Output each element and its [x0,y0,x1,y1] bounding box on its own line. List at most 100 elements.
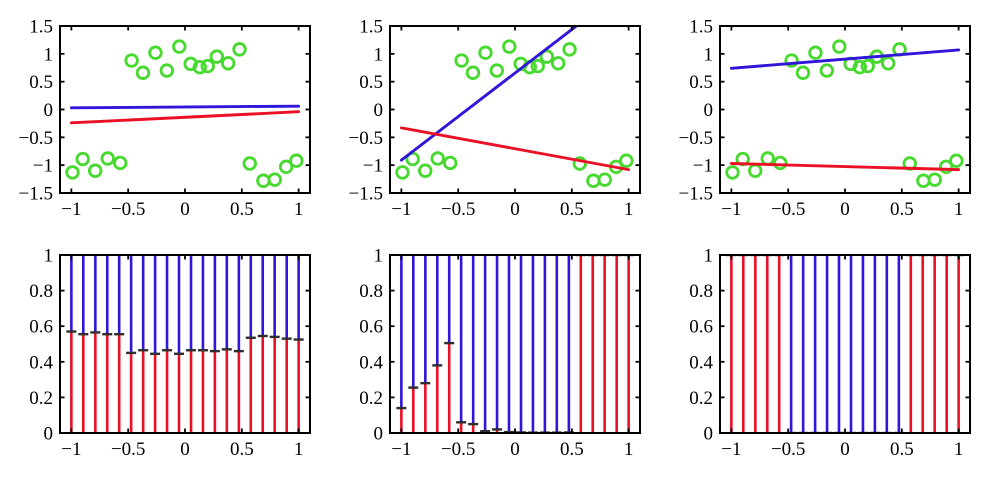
data-point-circle [725,165,740,180]
data-point-circle [938,159,954,175]
gating-panel-iteration-2: −1 −0.5 0 0.5 1 0 0.2 0.4 0.6 0.8 1 [359,246,641,461]
data-point-circle [597,172,612,187]
data-point-circle [220,56,236,71]
data-point-circle [395,165,410,180]
experts-panel-2-content [395,26,634,188]
x-tick-label: −1 [721,199,741,220]
x-tick-label: −1 [721,439,741,460]
tick-labels: −1 −0.5 0 0.5 1 0 0.2 0.4 0.6 0.8 1 [689,246,963,461]
x-tick-label: 0.5 [560,439,584,460]
y-tick-label: 0 [44,424,54,445]
data-point-circle [880,56,896,71]
experts-panel-1-content [65,39,304,188]
y-tick-label: 0.6 [29,317,53,338]
red-expert-line [729,162,961,172]
data-point-circle [619,153,634,168]
y-tick-label: 0.6 [689,317,713,338]
y-tick-label: 0.2 [29,388,53,409]
gating-panel-iteration-1: −1 −0.5 0 0.5 1 0 0.2 0.4 0.6 0.8 1 [29,246,311,460]
x-tick-label: 1 [294,439,304,460]
scatter-panel-iteration-3: −1 −0.5 0 0.5 1 −1.5 −1 −0.5 0 0.5 1 1.5 [679,17,971,220]
blue-expert-line [69,104,301,110]
y-tick-label: −1 [693,156,713,177]
axis-box [719,254,971,434]
data-point-circle [148,45,163,60]
y-tick-label: −0.5 [19,128,53,149]
y-tick-label: 1 [44,246,54,267]
y-tick-label: 0 [374,100,384,121]
data-point-circle [927,172,942,187]
data-point-circle [489,63,505,78]
y-tick-label: 0.5 [689,72,713,93]
data-point-circle [586,173,601,188]
x-tick-label: 0.5 [230,199,254,220]
data-point-circle [795,65,811,80]
scatter-panel-iteration-1: −1 −0.5 0 0.5 1 −1.5 −1 −0.5 0 0.5 1 1.5 [19,17,311,221]
y-tick-label: 1.5 [689,17,713,38]
data-point-circle [232,42,247,57]
x-tick-label: 0 [180,199,190,220]
y-tick-label: 1 [374,246,384,267]
data-point-circle [443,155,458,171]
y-tick-label: 1 [704,246,714,267]
y-tick-label: 0.4 [359,352,383,373]
blue-expert-line [729,48,961,70]
data-point-circle [530,58,545,74]
x-tick-label: 0 [510,199,520,220]
axis-box [389,25,641,194]
scatter-panel-iteration-2: −1 −0.5 0 0.5 1 −1.5 −1 −0.5 0 0.5 1 1.5 [349,17,641,221]
y-tick-label: −1.5 [679,184,713,205]
tick-labels: −1 −0.5 0 0.5 1 0 0.2 0.4 0.6 0.8 1 [359,246,633,461]
data-point-circle [852,59,867,75]
x-tick-label: −1 [391,439,411,460]
data-point-circle [75,151,90,167]
blue-expert-line [399,26,579,162]
y-tick-label: 0 [374,424,384,445]
tick-labels: −1 −0.5 0 0.5 1 −1.5 −1 −0.5 0 0.5 1 1.5 [349,17,634,221]
data-point-circle [430,151,445,166]
gating-panel-3-content [726,255,964,433]
y-tick-label: 0.6 [359,317,383,338]
data-point-circle [88,163,103,178]
data-point-circle [242,156,257,171]
data-point-circle [454,53,469,68]
data-point-circle [832,39,847,54]
data-point-circle [209,49,225,64]
data-point-circle [819,63,835,78]
data-point-circle [478,45,493,60]
x-tick-label: 0 [840,199,850,220]
x-tick-label: 1 [624,199,634,220]
data-point-circle [562,42,577,57]
data-point-circle [289,153,304,168]
gating-panel-iteration-3: −1 −0.5 0 0.5 1 0 0.2 0.4 0.6 0.8 1 [689,246,971,461]
x-tick-label: 1 [294,199,304,220]
y-tick-label: 0.2 [359,388,383,409]
x-tick-label: −1 [61,439,81,460]
y-tick-label: −0.5 [349,128,383,149]
data-point-circle [760,151,775,166]
data-point-circle [465,65,481,80]
data-point-circle [267,172,282,187]
data-point-circle [773,155,788,171]
y-tick-label: −1 [363,156,383,177]
y-tick-label: 0.5 [359,72,383,93]
data-point-circle [135,65,151,80]
axis-ticks [60,254,310,434]
data-point-circle [65,165,80,180]
x-tick-label: 0.5 [560,199,584,220]
gating-panel-1-content [66,255,304,433]
data-point-circle [916,173,931,188]
x-tick-label: 0 [510,439,520,460]
y-tick-label: 1 [44,44,54,65]
y-tick-label: 1.5 [359,17,383,38]
tick-labels: −1 −0.5 0 0.5 1 −1.5 −1 −0.5 0 0.5 1 1.5 [19,17,304,221]
data-point-circle [418,163,433,178]
x-tick-label: −0.5 [771,199,805,220]
data-point-circle [748,163,763,178]
x-tick-label: −0.5 [111,439,145,460]
data-point-circle [539,49,555,64]
y-tick-label: 0 [44,100,54,121]
y-tick-label: 0.8 [689,281,713,302]
x-tick-label: 1 [954,439,964,460]
x-tick-label: −0.5 [441,439,475,460]
